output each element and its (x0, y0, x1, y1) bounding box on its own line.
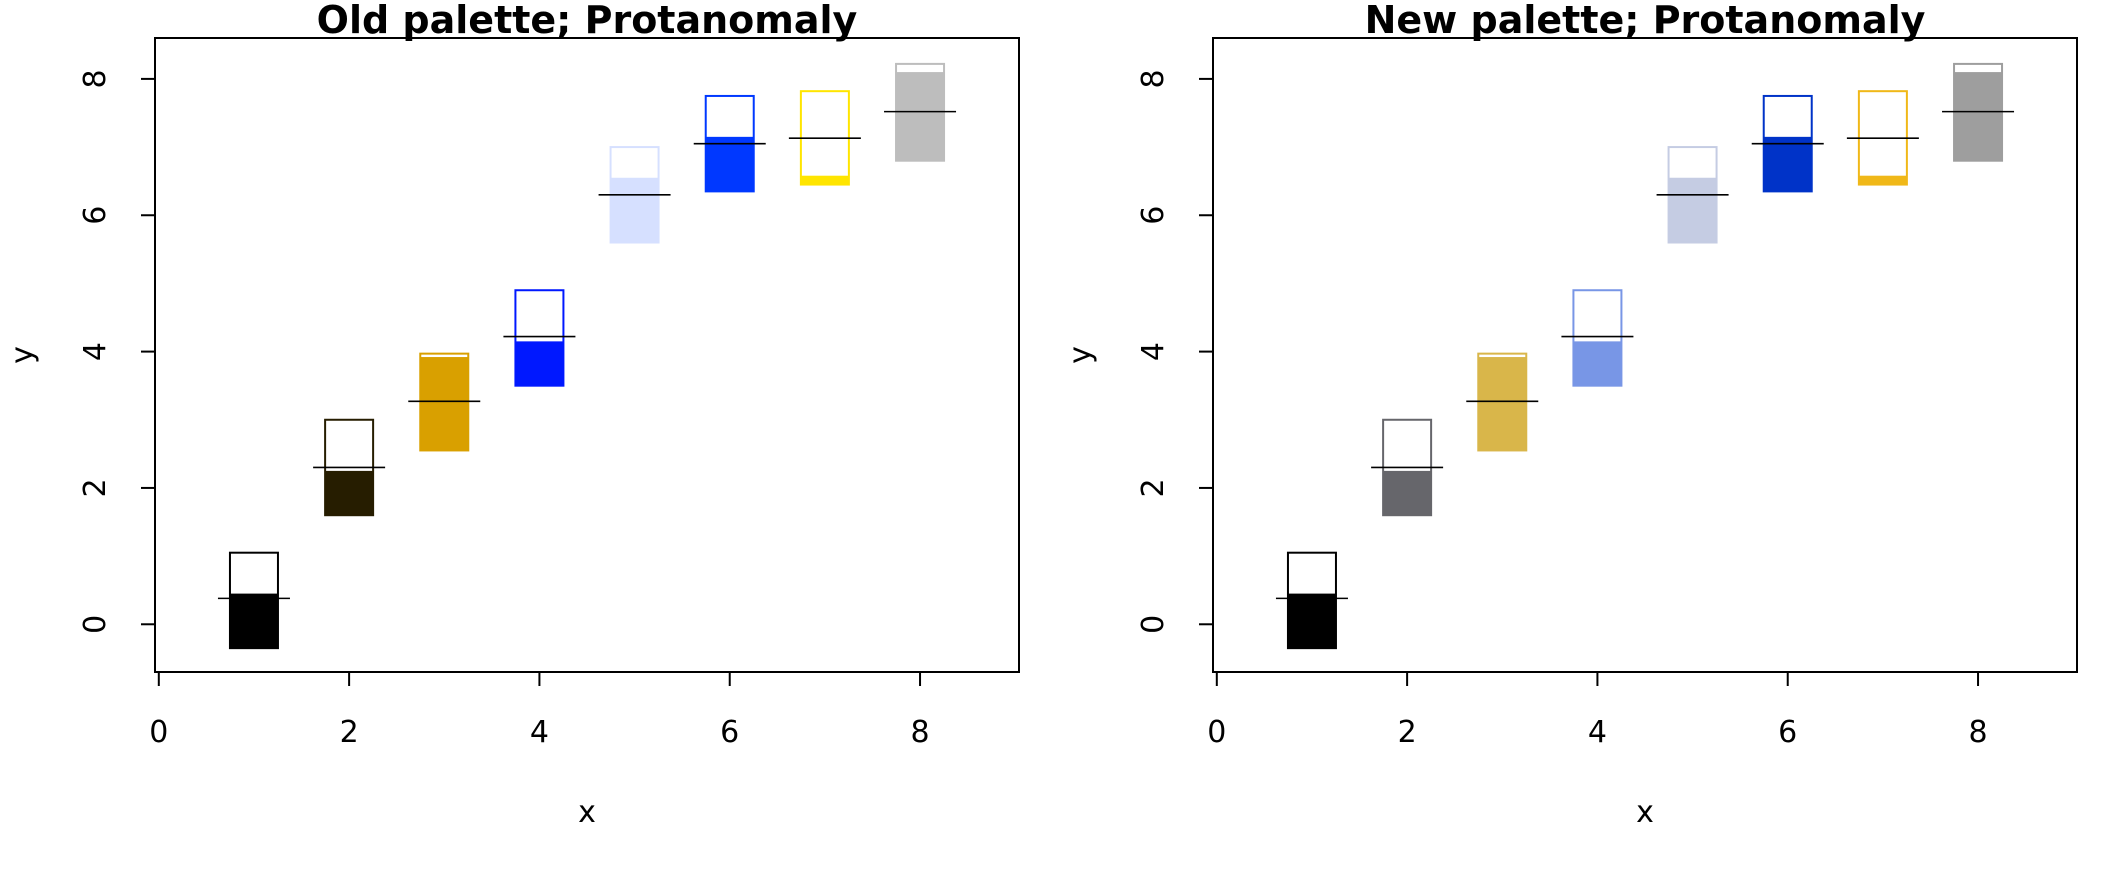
y-tick-label: 6 (1136, 206, 1171, 225)
box-fill (229, 593, 278, 649)
box-outline (228, 551, 279, 650)
chart-panel-2: New palette; Protanomaly 0 2 4 6 8 0 2 4 6 8 x y (1063, 0, 2078, 830)
box-fill (515, 341, 564, 386)
x-tick-label: 6 (720, 715, 739, 750)
box-fill (1668, 177, 1717, 243)
box-1 (217, 551, 290, 650)
box-6 (693, 94, 766, 193)
box-8 (884, 62, 957, 162)
box-3 (408, 352, 481, 452)
box-7 (788, 90, 861, 186)
y-tick-label: 8 (78, 69, 113, 88)
y-tick-label: 4 (78, 342, 113, 361)
y-tick-label: 4 (1136, 342, 1171, 361)
box-fill (420, 357, 469, 451)
x-tick-label: 8 (1968, 715, 1987, 750)
x-tick-label: 0 (1207, 715, 1226, 750)
box-2 (1371, 418, 1444, 517)
box-fill (1573, 341, 1622, 386)
x-tick-label: 6 (1778, 715, 1797, 750)
x-tick-label: 0 (149, 715, 168, 750)
box-8 (1942, 62, 2015, 162)
box-5 (1656, 146, 1729, 244)
y-tick-label: 0 (78, 615, 113, 634)
box-fill (705, 136, 754, 192)
y-tick-label: 2 (78, 478, 113, 497)
box-outline (1572, 289, 1623, 387)
y-axis-label: y (1063, 346, 1098, 364)
box-fill (1383, 470, 1432, 516)
y-tick-label: 6 (78, 206, 113, 225)
box-fill (1954, 72, 2003, 161)
x-tick-label: 4 (530, 715, 549, 750)
box-fill (800, 175, 849, 185)
box-fill (1763, 136, 1812, 192)
box-fill (1858, 175, 1907, 185)
y-tick-label: 2 (1136, 478, 1171, 497)
box-6 (1751, 94, 1824, 193)
plot-frame (1212, 37, 2078, 673)
y-axis-label: y (5, 346, 40, 364)
x-tick-label: 4 (1588, 715, 1607, 750)
box-4 (1561, 289, 1634, 387)
box-5 (598, 146, 671, 244)
y-tick-label: 8 (1136, 69, 1171, 88)
chart-title: Old palette; Protanomaly (317, 0, 858, 42)
box-7 (1846, 90, 1919, 186)
box-fill (610, 177, 659, 243)
box-fill (896, 72, 945, 161)
x-axis-label: x (1636, 795, 1654, 830)
chart-title: New palette; Protanomaly (1365, 0, 1926, 42)
box-outline (514, 289, 565, 387)
x-tick-label: 2 (340, 715, 359, 750)
box-outline (1286, 551, 1337, 650)
x-tick-label: 2 (1398, 715, 1417, 750)
box-fill (1287, 593, 1336, 649)
x-tick-label: 8 (910, 715, 929, 750)
box-3 (1466, 352, 1539, 452)
box-fill (325, 470, 374, 516)
plot-frame (154, 37, 1020, 673)
box-2 (313, 418, 386, 517)
box-4 (503, 289, 576, 387)
box-1 (1275, 551, 1348, 650)
x-axis-label: x (578, 795, 596, 830)
y-tick-label: 0 (1136, 615, 1171, 634)
chart-panel-1: Old palette; Protanomaly 0 2 4 6 8 0 2 4 6 8 x y (5, 0, 1020, 830)
box-fill (1478, 357, 1527, 451)
